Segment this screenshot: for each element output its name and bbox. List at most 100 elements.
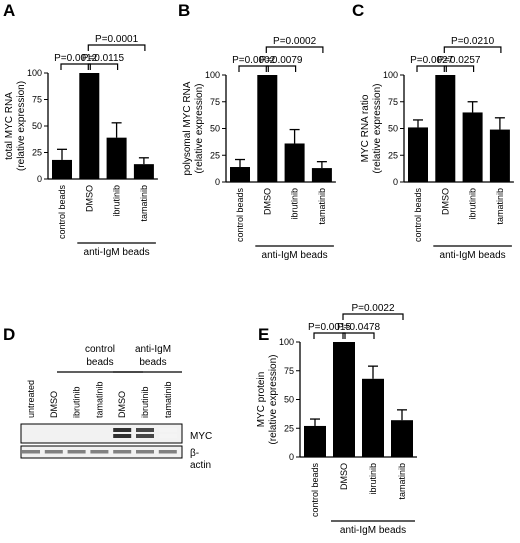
blot-row-label-myc: MYC (190, 431, 212, 442)
blot-band-actin (90, 450, 109, 454)
y-tick-label-b: 100 (205, 70, 220, 80)
bar-c (435, 75, 456, 182)
blot-group-label-antiigm-line1: anti-IgM (135, 344, 171, 355)
significance-bracket-e (342, 313, 404, 320)
blot-band-myc-upper (113, 428, 132, 432)
y-tick-label-e: 25 (284, 423, 294, 433)
blot-band-actin (136, 450, 154, 454)
chart-panel-e: 0 25 50 75 100 MYC protein (relative expressio… (256, 303, 417, 536)
p-value-label-a: P=0.0001 (95, 34, 139, 45)
panel-letter-c: C (352, 1, 364, 20)
chart-panel-a: 0 25 50 75 100 total MYC RNA (relative express… (4, 34, 158, 258)
y-axis-label-line2-b: (relative expression) (194, 83, 205, 173)
panel-letter-b: B (178, 1, 190, 20)
y-tick-label-a: 25 (32, 148, 42, 158)
bar-a (133, 164, 154, 179)
bar-e (333, 342, 355, 457)
p-value-label-b: P=0.0079 (259, 55, 303, 66)
blot-band-actin (44, 450, 63, 454)
y-axis-label-line1-b: polysomal MYC RNA (182, 81, 193, 175)
blot-lane-label: DMSO (49, 391, 59, 418)
y-tick-label-a: 100 (27, 68, 42, 78)
category-label-c: tamatinib (495, 188, 505, 225)
p-value-label-c: P=0.0257 (437, 55, 481, 66)
p-value-label-c: P=0.0027 (410, 55, 454, 66)
p-value-label-b: P=0.0002 (273, 36, 317, 47)
blot-band-actin (113, 450, 132, 454)
blot-row-label-actin-line1: β- (190, 448, 199, 459)
blot-band-myc-lower (113, 434, 132, 438)
p-value-label-a: P=0.0012 (54, 53, 98, 64)
blot-group-label-control-line1: control (85, 344, 115, 355)
blot-band-myc-lower (136, 434, 154, 438)
y-axis-label-line1-a: total MYC RNA (4, 92, 15, 160)
category-label-e: control beads (310, 463, 320, 518)
category-label-e: ibrutinib (368, 463, 378, 495)
bar-e (304, 425, 326, 457)
p-value-label-e: P=0.0015 (308, 322, 352, 333)
group-label-a: anti-IgM beads (84, 247, 150, 258)
bar-c (408, 127, 428, 182)
category-label-a: DMSO (84, 185, 94, 212)
category-label-e: DMSO (339, 463, 349, 490)
y-tick-label-e: 50 (284, 395, 294, 405)
group-label-c: anti-IgM beads (440, 250, 506, 261)
y-tick-label-b: 0 (215, 177, 220, 187)
blot-lane-label: DMSO (117, 391, 127, 418)
y-axis-label-line1-c: MYC RNA ratio (360, 94, 371, 162)
blot-actin-bands (22, 450, 177, 454)
significance-bracket-a (87, 44, 146, 51)
blot-lane-label: tamatinib (94, 381, 104, 418)
bar-a (52, 159, 72, 179)
y-tick-label-c: 100 (383, 70, 398, 80)
bar-b (284, 143, 305, 182)
chart-panel-c: 0 25 50 75 100 MYC RNA ratio (relative express… (360, 36, 514, 261)
blot-band-actin (67, 450, 86, 454)
blot-lane-label: tamatinib (163, 381, 173, 418)
blot-group-label-control-line2: beads (86, 357, 113, 368)
y-tick-label-e: 100 (279, 337, 294, 347)
category-label-b: DMSO (262, 188, 272, 215)
panel-letter-d: D (3, 325, 15, 344)
panel-letter-a: A (3, 1, 15, 20)
bar-b (257, 75, 278, 182)
p-value-label-b: P=0.0002 (232, 55, 276, 66)
p-value-label-c: P=0.0210 (451, 36, 495, 47)
blot-lane-label: ibrutinib (140, 386, 150, 418)
y-tick-label-e: 0 (289, 452, 294, 462)
p-value-label-a: P=0.0115 (82, 53, 125, 64)
category-label-c: control beads (413, 188, 423, 243)
chart-panel-b: 0 25 50 75 100 polysomal MYC RNA (relative exp… (182, 36, 336, 261)
category-label-e: tamatinib (397, 463, 407, 500)
blot-lane-label: untreated (26, 380, 36, 418)
y-tick-label-a: 50 (32, 121, 42, 131)
category-label-a: ibrutinib (112, 185, 122, 217)
blot-lane-label: ibrutinib (72, 386, 82, 418)
category-label-a: control beads (57, 185, 67, 240)
category-label-b: tamatinib (317, 188, 327, 225)
y-axis-label-line2-c: (relative expression) (372, 83, 383, 173)
y-axis-label-line2-e: (relative expression) (268, 354, 279, 444)
category-label-b: ibrutinib (290, 188, 300, 220)
significance-bracket-a (60, 63, 91, 70)
category-label-a: tamatinib (139, 185, 149, 222)
significance-bracket-b (265, 46, 324, 53)
bar-e (391, 420, 413, 457)
bar-e (362, 378, 384, 457)
blot-band-myc-upper (136, 428, 154, 432)
bar-b (230, 167, 250, 182)
blot-row-label-actin-line2: actin (190, 460, 211, 471)
y-tick-label-b: 50 (210, 124, 220, 134)
category-label-b: control beads (235, 188, 245, 243)
panel-letter-e: E (258, 325, 269, 344)
blot-band-myc-upper (158, 428, 177, 432)
bar-c (489, 129, 510, 182)
blot-group-label-antiigm-line2: beads (139, 357, 166, 368)
blot-myc-strip (20, 423, 183, 444)
blot-band-actin (22, 450, 40, 454)
y-tick-label-a: 0 (37, 174, 42, 184)
y-tick-label-c: 25 (388, 150, 398, 160)
bar-a (79, 73, 100, 179)
significance-bracket-e (342, 332, 375, 339)
